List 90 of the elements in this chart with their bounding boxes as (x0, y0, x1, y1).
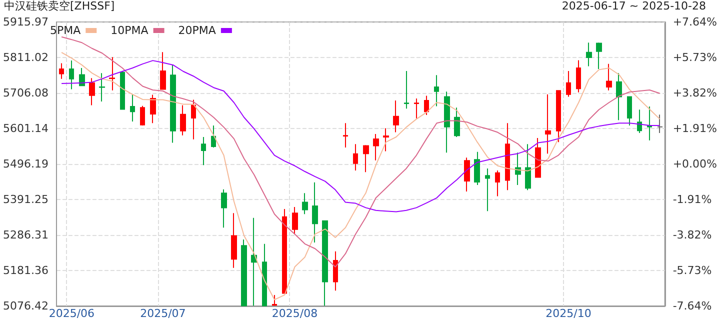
candlestick (191, 99, 196, 140)
y2-tick-label: -1.91% (672, 193, 712, 206)
candlestick (140, 105, 145, 126)
x-tick-label: 2025/07 (140, 307, 186, 320)
x-tick-label: 2025/08 (272, 307, 318, 320)
candlestick (566, 70, 571, 98)
y-tick-label: 5496.19 (2, 158, 48, 170)
y-tick-label: 5286.31 (2, 228, 48, 242)
y2-tick-label: -5.73% (672, 264, 712, 277)
candlestick (586, 42, 592, 67)
candlestick (120, 70, 125, 110)
candlestick (464, 157, 470, 192)
candlestick (515, 152, 521, 186)
y2-tick-label: -7.64% (672, 300, 712, 312)
y2-tick-label: +3.82% (672, 86, 718, 100)
candlestick (170, 64, 176, 144)
candlestick (150, 94, 156, 124)
candlestick (495, 170, 500, 197)
candlestick (525, 144, 531, 191)
candlestick (576, 60, 581, 93)
candlestick (322, 220, 328, 306)
y2-tick-label: -3.82% (672, 228, 712, 242)
y-tick-label: 5811.02 (2, 51, 48, 64)
line-series (61, 36, 660, 268)
candlestick (404, 70, 409, 110)
candlestick (414, 98, 419, 119)
candlestick (454, 107, 460, 138)
candlestick (109, 56, 115, 91)
legend-label: 20PMA (178, 24, 216, 37)
chart-title: 中汉硅铁卖空[ZHSSF] (4, 0, 115, 12)
candlestick (79, 67, 85, 86)
candlestick (637, 109, 642, 134)
y-tick-label: 5915.97 (2, 16, 48, 28)
candlestick (99, 72, 105, 102)
y2-tick-label: +1.91% (672, 122, 718, 135)
candlestick (545, 94, 551, 154)
x-tick-label: 2025/10 (546, 307, 592, 320)
candlestick (282, 208, 287, 294)
candlestick (241, 239, 247, 306)
legend-label: 10PMA (110, 24, 149, 37)
candlestick (657, 114, 663, 134)
candlestick (272, 294, 277, 306)
y2-tick-label: +7.64% (672, 16, 718, 28)
candlestick (59, 62, 64, 80)
y-tick-label: 5706.08 (2, 86, 48, 100)
candlestick (292, 206, 298, 235)
candlestick (221, 188, 227, 228)
candlestick (69, 60, 74, 90)
line-series (61, 52, 660, 300)
candlestick (627, 96, 632, 126)
candlestick (606, 63, 612, 91)
candlestick (383, 128, 389, 152)
candlestick (647, 106, 652, 141)
candlestick (485, 168, 490, 212)
candlestick (373, 133, 379, 161)
candlestick (535, 138, 541, 178)
candlestick (312, 182, 318, 244)
candlestick (363, 144, 369, 173)
candlestick (343, 122, 348, 148)
candlestick (393, 100, 399, 133)
y-tick-label: 5181.36 (2, 264, 48, 277)
candlestick (130, 94, 135, 122)
candlestick (616, 72, 622, 121)
candlestick (556, 90, 561, 143)
candlestick (424, 95, 429, 116)
candlestick (474, 151, 480, 186)
candlestick (201, 136, 206, 166)
candlestick (160, 52, 166, 90)
candlestick (596, 42, 602, 70)
x-tick-label: 2025/06 (48, 307, 95, 320)
candlestick (444, 91, 450, 154)
candlestick (505, 122, 510, 191)
candlestick (231, 212, 237, 268)
candlestick (180, 104, 186, 136)
legend-label: 5PMA (50, 24, 82, 37)
candlestick (89, 78, 95, 106)
candlestick (211, 125, 216, 148)
candlestick (262, 243, 267, 306)
candlestick (251, 217, 257, 306)
y2-tick-label: +0.00% (672, 158, 718, 170)
candlestick (333, 250, 338, 292)
y-tick-label: 5601.14 (2, 122, 48, 135)
y-tick-label: 5391.25 (2, 193, 48, 206)
candlestick (434, 74, 439, 107)
y-tick-label: 5076.42 (2, 300, 48, 312)
candlestick (302, 192, 308, 215)
candlestick (353, 144, 358, 171)
y2-tick-label: +5.73% (672, 51, 718, 64)
chart-subtitle: 2025-06-17 ~ 2025-10-28 (562, 0, 706, 12)
line-series (61, 60, 660, 212)
